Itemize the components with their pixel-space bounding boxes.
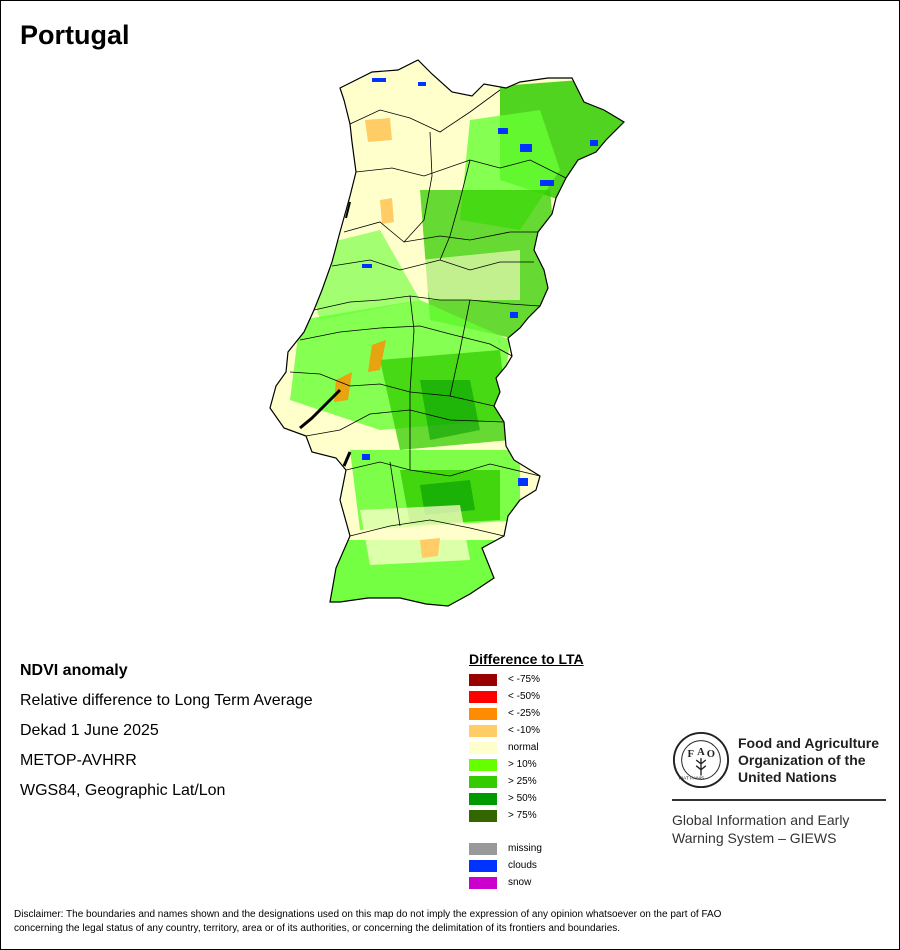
map-title: Portugal: [20, 20, 130, 50]
legend-class-swatch: [469, 707, 497, 720]
product-description: Relative difference to Long Term Average: [20, 692, 313, 709]
legend-class-label: > 50%: [508, 793, 537, 804]
legend-class-row: < -10%: [469, 722, 584, 739]
legend-class-row: < -25%: [469, 705, 584, 722]
legend-special-row: clouds: [469, 857, 584, 874]
legend-class-label: > 10%: [508, 759, 537, 770]
product-name: NDVI anomaly: [20, 662, 128, 679]
svg-text:FIAT PANIS: FIAT PANIS: [679, 775, 705, 781]
legend-class-row: > 25%: [469, 773, 584, 790]
legend-special-swatch: [469, 859, 497, 872]
giews-line-1: Global Information and Early: [672, 812, 850, 828]
legend-classes: < -75% < -50% < -25% < -10% normal > 10% > 25%…: [469, 671, 584, 824]
legend-class-swatch: [469, 690, 497, 703]
portugal-map: [269, 59, 625, 607]
legend-class-swatch: [469, 724, 497, 737]
legend-special-label: clouds: [508, 860, 537, 871]
aveiro-lagoon: [345, 201, 351, 219]
fao-header: F A O FIAT PANIS Food and Agriculture Or…: [672, 731, 888, 789]
disclaimer-line-2: concerning the legal status of any count…: [14, 923, 621, 934]
legend-class-swatch: [469, 809, 497, 822]
legend-class-swatch: [469, 673, 497, 686]
projection-name: WGS84, Geographic Lat/Lon: [20, 782, 226, 799]
legend-special-row: missing: [469, 840, 584, 857]
fao-name-line-1: Food and Agriculture: [738, 734, 880, 751]
legend-special-swatch: [469, 842, 497, 855]
legend: Difference to LTA < -75% < -50% < -25% < -1…: [469, 651, 584, 891]
anomaly-layer: [290, 70, 624, 606]
sado-estuary: [342, 451, 352, 467]
fao-logo-icon: F A O FIAT PANIS: [672, 731, 730, 789]
tagus-estuary: [299, 388, 342, 430]
legend-class-label: normal: [508, 742, 539, 753]
fao-name-line-2: Organization of the: [738, 751, 866, 768]
legend-special-row: snow: [469, 874, 584, 891]
legend-special: missing clouds snow: [469, 840, 584, 891]
sensor-name: METOP-AVHRR: [20, 752, 137, 769]
legend-class-label: < -10%: [508, 725, 540, 736]
legend-class-row: < -75%: [469, 671, 584, 688]
legend-special-label: missing: [508, 843, 542, 854]
legend-gap: [469, 824, 584, 840]
legend-special-label: snow: [508, 877, 532, 888]
legend-class-row: > 50%: [469, 790, 584, 807]
legend-class-label: < -25%: [508, 708, 540, 719]
legend-class-label: < -75%: [508, 674, 540, 685]
legend-class-swatch: [469, 758, 497, 771]
svg-text:A: A: [697, 747, 705, 758]
fao-divider: [672, 799, 886, 801]
giews-line-2: Warning System – GIEWS: [672, 830, 837, 846]
legend-class-label: > 75%: [508, 810, 537, 821]
legend-class-row: < -50%: [469, 688, 584, 705]
legend-class-swatch: [469, 792, 497, 805]
legend-class-label: > 25%: [508, 776, 537, 787]
fao-name-line-3: United Nations: [738, 768, 837, 785]
legend-class-swatch: [469, 741, 497, 754]
legend-special-swatch: [469, 876, 497, 889]
fao-branding: F A O FIAT PANIS Food and Agriculture Or…: [672, 731, 888, 847]
legend-class-swatch: [469, 775, 497, 788]
legend-class-row: > 10%: [469, 756, 584, 773]
legend-class-row: > 75%: [469, 807, 584, 824]
legend-class-row: normal: [469, 739, 584, 756]
legend-title: Difference to LTA: [469, 651, 584, 667]
disclaimer: Disclaimer: The boundaries and names sho…: [14, 908, 886, 936]
fao-organization-name: Food and Agriculture Organization of the…: [738, 735, 879, 786]
legend-class-label: < -50%: [508, 691, 540, 702]
svg-text:O: O: [707, 749, 715, 760]
product-date: Dekad 1 June 2025: [20, 722, 159, 739]
map-info-block: NDVI anomaly Relative difference to Long…: [20, 656, 313, 806]
disclaimer-line-1: Disclaimer: The boundaries and names sho…: [14, 909, 722, 920]
svg-text:F: F: [687, 749, 694, 760]
district-boundaries: [289, 89, 567, 537]
giews-name: Global Information and Early Warning Sys…: [672, 811, 888, 847]
